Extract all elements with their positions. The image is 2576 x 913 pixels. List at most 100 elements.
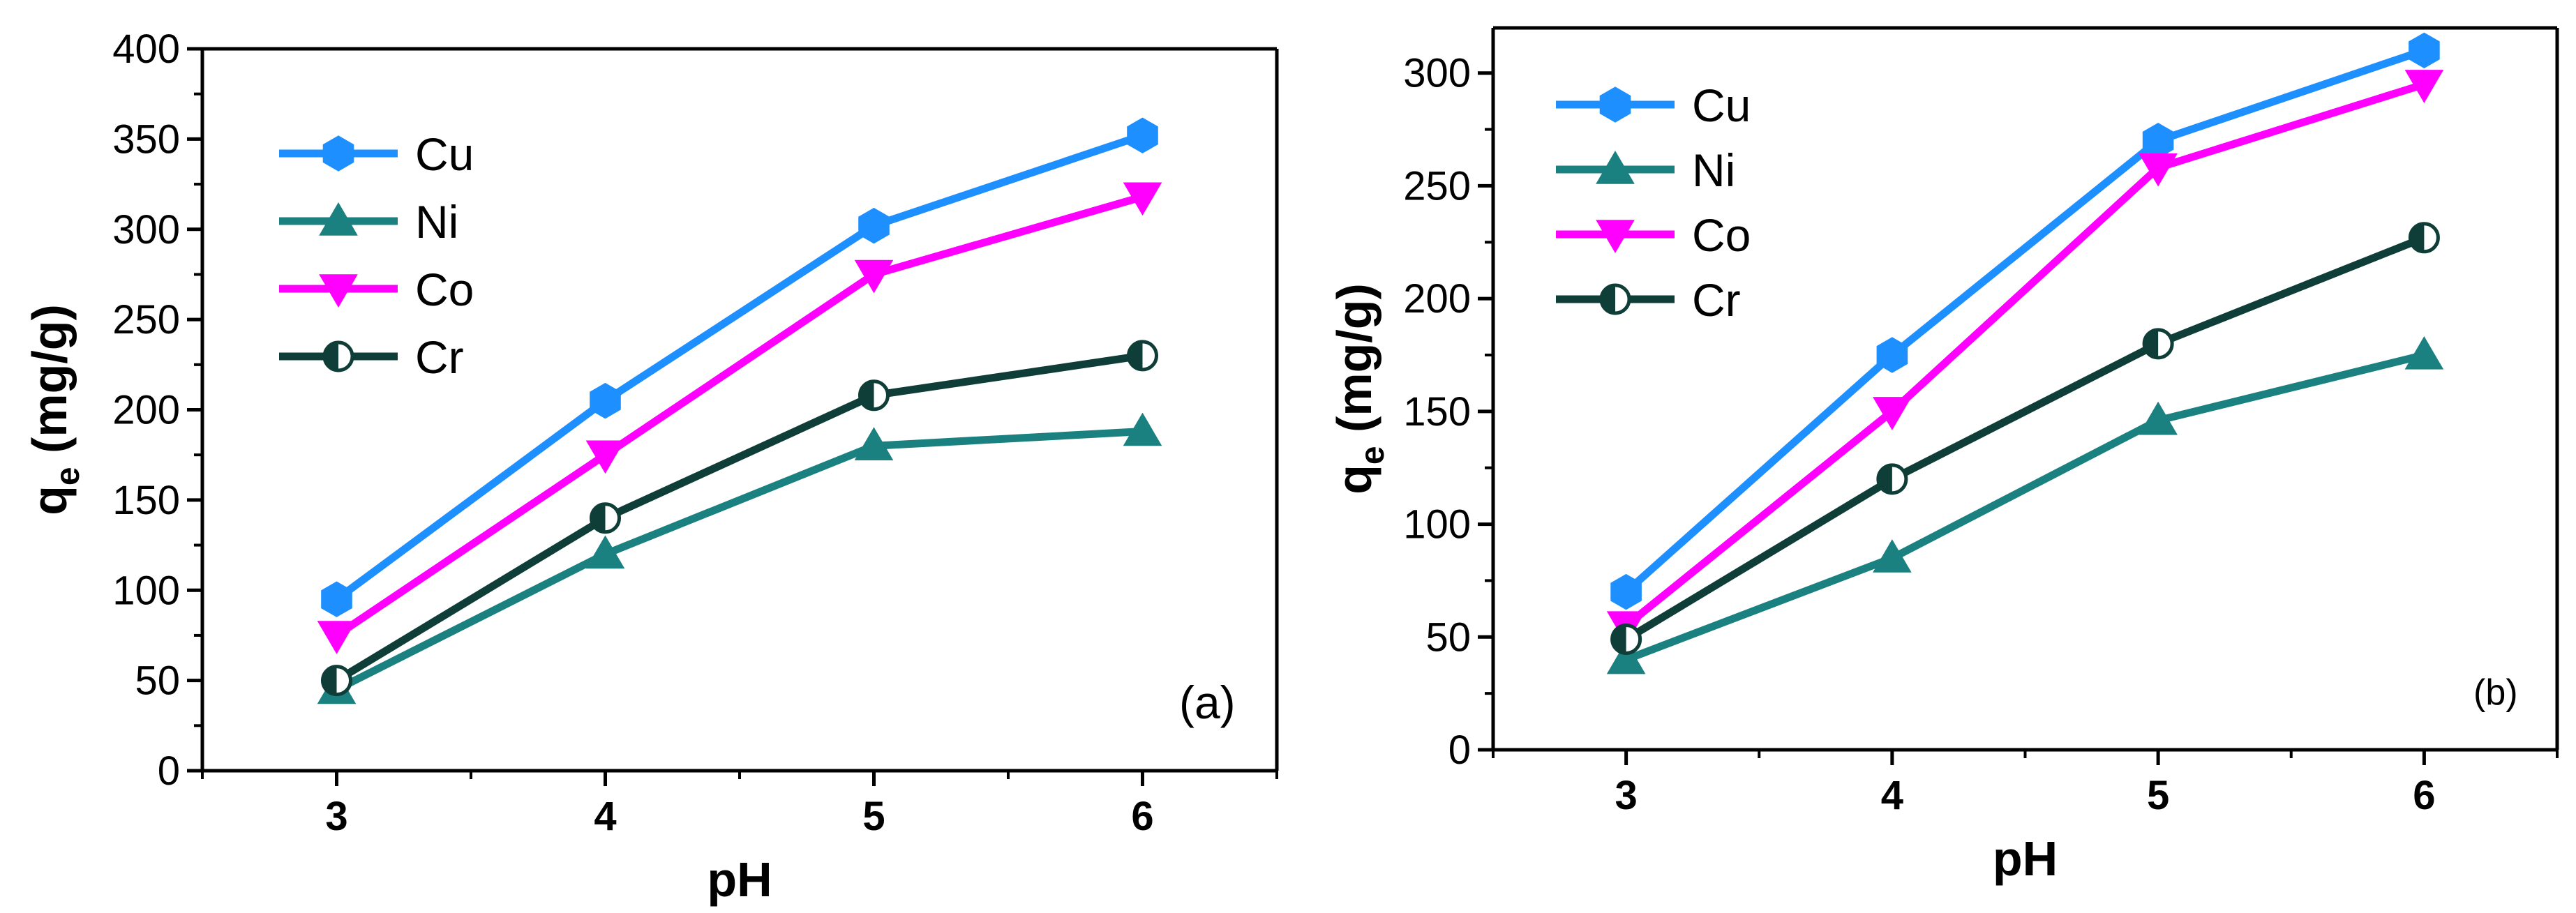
marker-fill [2410,223,2425,252]
legend-marker [319,274,358,308]
series-cr [1610,222,2440,656]
series-line [1624,351,2425,663]
legend: Cu Ni Co Cr [279,128,474,383]
data-point [590,382,621,419]
x-tick-label: 4 [1881,773,1903,818]
panel-label: (a) [1179,677,1236,728]
marker-fill [1128,341,1143,370]
data-point [585,535,625,569]
x-tick-label: 6 [2413,773,2435,818]
y-axis-title-main: q [1327,465,1381,495]
data-point [854,427,894,460]
legend-entry-cr: Cr [279,331,464,383]
data-point [1127,340,1158,372]
data-point [1876,337,1908,373]
y-tick-label: 100 [112,568,180,613]
y-tick-label: 200 [1403,276,1471,322]
x-tick-label: 3 [325,794,347,839]
y-tick-label: 400 [112,27,180,72]
legend-marker [1596,220,1635,253]
series-cu [321,117,1158,617]
legend-entry-co: Co [279,264,474,315]
y-tick-label: 250 [112,297,180,342]
y-tick-label: 100 [1403,502,1471,548]
series-line [334,131,1144,603]
x-axis-title: pH [1993,831,2058,886]
data-point [321,665,352,697]
legend-marker [322,340,354,372]
series-co [317,182,1162,654]
data-point [1876,463,1908,495]
legend: Cu Ni Co Cr [1556,80,1751,326]
y-tick-label: 150 [112,478,180,523]
data-point [1873,397,1912,430]
series-line [335,428,1143,693]
data-point [2142,328,2174,360]
legend-label: Cu [1692,80,1751,131]
data-point [2409,32,2440,69]
y-tick-label: 150 [1403,389,1471,435]
x-tick-label: 3 [1615,773,1637,818]
legend-entry-ni: Ni [279,196,458,248]
y-tick-label: 250 [1403,163,1471,209]
panel-label: (b) [2473,672,2518,713]
data-point [1123,412,1162,446]
x-tick-label: 6 [1131,794,1153,839]
x-tick-label: 4 [594,794,616,839]
legend-entry-ni: Ni [1556,144,1735,196]
legend-marker [319,202,358,236]
y-axis-title-unit: (mg/g) [22,304,77,467]
data-point [590,502,621,534]
data-point [1610,624,1642,656]
y-axis-title: qe (mg/g) [1327,283,1391,495]
series-ni [317,412,1162,704]
marker-fill [324,342,338,370]
data-point [2139,153,2178,187]
legend-entry-cu: Cu [279,128,474,180]
data-point [2408,222,2440,254]
y-tick-label: 0 [158,748,180,794]
series-line [1623,47,2426,595]
y-tick-label: 0 [1448,727,1471,773]
data-point [2139,401,2178,435]
legend-label: Cr [415,331,464,383]
data-point [854,259,894,294]
marker-fill [860,381,874,409]
legend-label: Cu [415,128,474,180]
series-ni [1606,336,2444,674]
marker-fill [591,504,606,532]
data-point [1610,573,1642,610]
data-point [1606,640,1646,674]
data-point [2404,70,2444,103]
legend-entry-cr: Cr [1556,274,1741,326]
legend-label: Co [415,264,474,315]
series-cr [321,340,1158,697]
y-tick-label: 50 [135,658,180,704]
x-tick-label: 5 [2147,773,2169,818]
data-point [317,621,357,654]
data-point [585,440,625,474]
marker-fill [1601,285,1615,313]
y-tick-label: 300 [1403,51,1471,96]
y-axis-title-subscript: e [50,467,87,485]
marker-fill [1612,625,1626,654]
series-line [334,193,1144,639]
data-point [858,207,890,244]
data-point [2142,122,2174,159]
legend-marker [1596,151,1635,184]
chart-panel-1: 0 50 100 150 200 250 300 350 400 3 4 5 6 pH qe (mg/g) C… [22,27,1279,907]
series-line [334,352,1144,684]
legend-entry-cu: Cu [1556,80,1751,131]
legend-label: Ni [415,196,458,248]
marker-fill [1878,465,1892,493]
y-axis-title-main: q [22,485,77,515]
series-line [1624,80,2426,629]
data-point [1123,182,1162,216]
legend-label: Co [1692,209,1751,261]
x-tick-label: 5 [862,794,885,839]
data-point [321,581,352,617]
legend-marker [322,135,354,172]
legend-label: Ni [1692,144,1735,196]
